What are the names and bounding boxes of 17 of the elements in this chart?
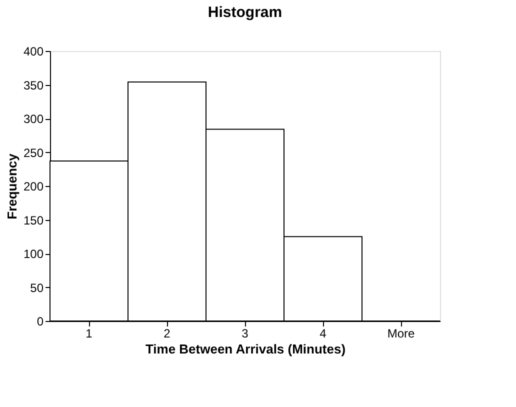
- y-tick-label: 50: [30, 280, 44, 295]
- x-tick-label: More: [387, 326, 415, 340]
- chart-title: Histogram: [208, 4, 282, 21]
- x-axis-title: Time Between Arrivals (Minutes): [145, 342, 346, 356]
- y-tick-label: 150: [23, 213, 44, 228]
- y-tick-label: 0: [36, 314, 44, 328]
- x-tick-label: 2: [164, 326, 171, 340]
- y-tick-label: 350: [23, 78, 44, 92]
- x-tick-label: 1: [86, 326, 93, 340]
- y-axis-title: Frequency: [4, 152, 20, 220]
- y-tick-label: 400: [23, 44, 44, 58]
- y-tick-label: 100: [23, 247, 44, 261]
- y-tick-label: 200: [23, 180, 44, 194]
- y-tick-label: 250: [23, 146, 44, 160]
- x-tick-label: 4: [320, 326, 327, 340]
- y-tick-label: 300: [23, 112, 44, 126]
- x-tick-label: 3: [242, 326, 249, 340]
